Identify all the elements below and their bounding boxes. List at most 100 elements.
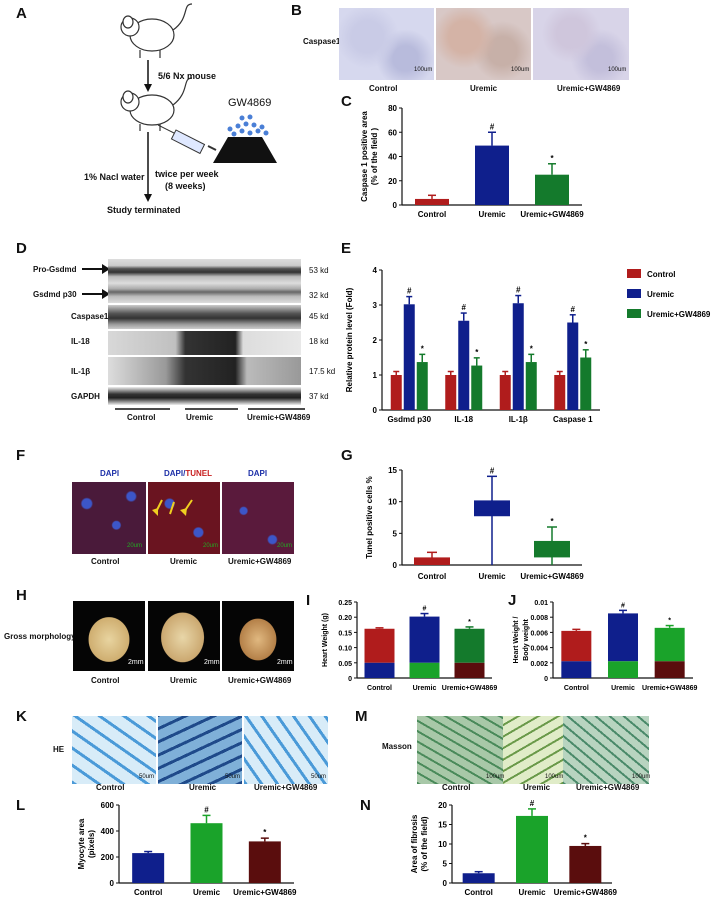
- y-tick-label: 1: [373, 371, 378, 380]
- group-label: Control: [91, 676, 120, 685]
- chart-heart-weight: 0 0.05 0.10 0.15 0.20 0.25 Heart Weight (g) Con…: [322, 600, 497, 692]
- bar: [364, 628, 395, 663]
- tunel-stain-label: DAPI/TUNEL: [164, 469, 212, 478]
- panel-label-e: E: [341, 240, 352, 257]
- scale-bar-label: 2mm: [277, 659, 293, 666]
- scale-bar-label: 20um: [203, 543, 219, 549]
- panel-label-k: K: [16, 708, 27, 725]
- bar: [471, 365, 483, 410]
- significance-mark: #: [490, 466, 495, 475]
- bar-base: [364, 662, 395, 678]
- bar: [654, 627, 685, 662]
- schematic-a: [120, 3, 277, 202]
- legend-swatch: [627, 269, 641, 278]
- x-tick-label: Uremic+GW4869: [520, 572, 584, 581]
- ihc-image-gw4869: [533, 8, 629, 80]
- masson-image-uremic-2: [503, 716, 563, 784]
- y-axis-label: Body weight: [523, 619, 530, 661]
- y-tick-label: 0.05: [338, 661, 352, 668]
- scale-bar-label: 100um: [511, 67, 530, 73]
- blot-row-label: Gsdmd p30: [33, 290, 77, 299]
- heart-image-uremic: [148, 601, 220, 671]
- x-tick-label: Uremic+GW4869: [520, 210, 584, 219]
- y-tick-label: 0: [348, 676, 352, 683]
- x-tick-label: Control: [134, 888, 162, 897]
- scale-bar-label: 2mm: [204, 659, 220, 666]
- bar: [535, 174, 569, 205]
- bar: [415, 198, 449, 205]
- legend-label: Uremic: [647, 290, 675, 299]
- blot-image-gsdmd: [108, 259, 301, 303]
- scale-bar-label: 50um: [225, 774, 241, 780]
- tunel-image-gw4869: [222, 482, 294, 554]
- y-tick-label: 600: [101, 801, 115, 810]
- y-tick-label: 40: [388, 153, 397, 162]
- bar: [567, 322, 579, 410]
- panel-label-m: M: [355, 708, 368, 725]
- scale-bar-label: 100um: [632, 774, 651, 780]
- y-tick-label: 20: [438, 801, 447, 810]
- scale-bar-label: 20um: [277, 543, 293, 549]
- legend-swatch: [627, 309, 641, 318]
- drug-pile-icon: [213, 114, 277, 163]
- x-tick-label: Uremic: [518, 888, 546, 897]
- panel-label-j: J: [508, 592, 517, 609]
- y-tick-label: 0.002: [530, 661, 548, 668]
- schema-end-label: Study terminated: [107, 205, 181, 215]
- group-label: Uremic+GW4869: [247, 413, 311, 422]
- x-tick-label: IL-1β: [509, 415, 528, 424]
- group-label: Control: [96, 783, 125, 792]
- blot-row-label: IL-18: [71, 337, 90, 346]
- significance-mark: *: [263, 828, 267, 837]
- significance-mark: #: [407, 287, 412, 296]
- significance-mark: #: [462, 303, 467, 312]
- y-tick-label: 0: [393, 201, 398, 210]
- he-image-gw4869: [244, 716, 328, 784]
- bar-base: [561, 661, 592, 678]
- y-tick-label: 4: [373, 266, 378, 275]
- heart-image-control: [73, 601, 145, 671]
- y-axis-label: Relative protein level (Fold): [345, 287, 354, 392]
- group-label: Uremic: [523, 783, 551, 792]
- y-tick-label: 0: [393, 561, 398, 570]
- chart-myocyte-area: 0 200 400 600 Myocyte area (pixels) Control # Ur…: [77, 801, 297, 897]
- blot-image-caspase1: [108, 305, 301, 329]
- blot-row-label: IL-1β: [71, 367, 91, 376]
- gross-morphology-label: Gross morphology: [4, 632, 76, 641]
- x-tick-label: Uremic: [611, 685, 635, 692]
- significance-mark: #: [621, 602, 625, 609]
- x-tick-label: Control: [367, 685, 392, 692]
- significance-mark: *: [550, 154, 554, 163]
- bar: [409, 616, 440, 663]
- tunel-image-uremic: [148, 482, 220, 554]
- y-tick-label: 20: [388, 177, 397, 186]
- he-label: HE: [53, 745, 65, 754]
- bar: [554, 375, 566, 410]
- y-tick-label: 0.006: [530, 630, 548, 637]
- he-image-control: [72, 716, 156, 784]
- blot-row-label: Caspase1: [71, 312, 109, 321]
- y-tick-label: 0: [544, 676, 548, 683]
- significance-mark: *: [668, 618, 671, 625]
- heart-image-gw4869: [222, 601, 294, 671]
- bar: [458, 320, 470, 410]
- chart-caspase1-area: 0 20 40 60 80 Caspase 1 positive area (% of th…: [360, 104, 584, 219]
- panel-label-a: A: [16, 5, 27, 22]
- y-axis-label: Caspase 1 positive area: [360, 111, 369, 202]
- bar: [499, 375, 511, 410]
- group-label: Uremic+GW4869: [576, 783, 640, 792]
- scale-bar-label: 2mm: [128, 659, 144, 666]
- scale-bar-label: 50um: [311, 774, 327, 780]
- bar: [190, 823, 223, 883]
- tunel-arrows: [152, 499, 193, 516]
- y-tick-label: 10: [388, 498, 397, 507]
- y-tick-label: 15: [388, 466, 397, 475]
- significance-mark: #: [490, 122, 495, 131]
- panel-label-b: B: [291, 2, 302, 19]
- y-tick-label: 0.008: [530, 615, 548, 622]
- masson-label: Masson: [382, 742, 412, 751]
- dapi-prefix: DAPI/: [164, 469, 186, 478]
- significance-mark: *: [421, 344, 425, 353]
- dapi-label: DAPI: [248, 469, 268, 478]
- bar: [525, 362, 537, 410]
